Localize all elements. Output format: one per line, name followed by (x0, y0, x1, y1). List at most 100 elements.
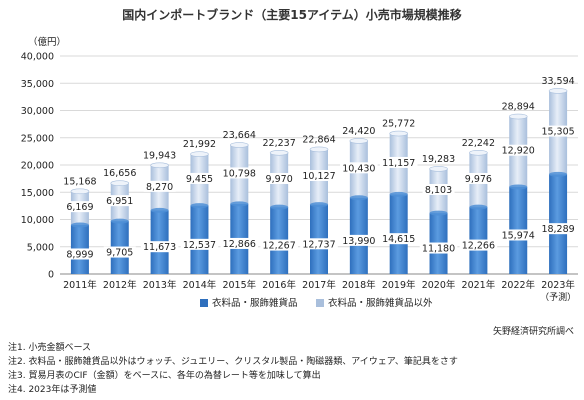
data-label-bg (379, 233, 418, 245)
data-label-bg (140, 241, 179, 253)
data-label-bg (103, 246, 136, 258)
forecast-note: （予測） (540, 291, 576, 303)
x-tick-label: 2011年 (63, 279, 97, 291)
data-label-apparel: 18,289 (541, 224, 574, 235)
x-tick-label: 2017年 (302, 279, 336, 291)
data-label-non-apparel: 8,270 (146, 182, 173, 193)
x-tick-label: 2012年 (103, 279, 137, 291)
bar-mid-cap (509, 184, 528, 190)
data-label-non-apparel: 9,976 (465, 174, 492, 185)
data-label-bg (180, 238, 219, 250)
x-tick-label: 2015年 (222, 279, 256, 291)
x-tick-label: 2016年 (262, 279, 296, 291)
x-tick-label: 2013年 (143, 279, 177, 291)
bar-mid-cap (310, 202, 328, 208)
data-label-bg (499, 229, 538, 241)
source-note: 矢野経済研究所調べ (492, 327, 574, 337)
x-tick-label: 2023年 (541, 279, 575, 291)
x-tick-label: 2019年 (382, 279, 416, 291)
total-label: 24,420 (342, 126, 375, 137)
x-tick-label: 2018年 (342, 279, 376, 291)
bar-top-cap (190, 151, 209, 157)
data-label-non-apparel: 11,157 (382, 158, 415, 169)
footnote-3: 注3. 貿易月表のCIF（金額）をベースに、各年の為替レート等を加味して算出 (8, 371, 321, 381)
legend-label-non-apparel: 衣料品・服飾雑貨品以外 (328, 297, 433, 309)
total-label: 33,594 (541, 76, 574, 87)
data-label-bg (263, 172, 296, 184)
data-label-bg (103, 195, 136, 207)
data-label-bg (220, 167, 259, 179)
total-label: 22,864 (302, 134, 335, 145)
y-tick-label: 40,000 (21, 52, 54, 63)
total-label: 22,237 (263, 138, 296, 149)
legend-swatch-apparel (200, 299, 208, 307)
data-label-non-apparel: 6,169 (66, 202, 93, 213)
data-label-apparel: 8,999 (66, 249, 93, 260)
bar-mid-cap (70, 222, 89, 228)
bar-top-cap (429, 166, 448, 172)
total-label: 16,656 (103, 168, 136, 179)
data-label-apparel: 12,737 (302, 239, 335, 250)
bar-top-cap (70, 188, 90, 195)
data-label-apparel: 12,266 (462, 241, 495, 252)
bar-mid-cap (230, 201, 249, 207)
legend-label-apparel: 衣料品・服飾雑貨品 (212, 297, 298, 309)
data-label-apparel: 11,180 (422, 244, 455, 255)
y-tick-label: 15,000 (21, 188, 54, 199)
data-label-bg (143, 180, 176, 192)
bar-mid-cap (389, 191, 408, 197)
y-tick-label: 30,000 (21, 106, 54, 117)
bar-mid-cap (270, 204, 289, 210)
data-label-bg (340, 234, 378, 246)
data-label-bg (539, 223, 577, 235)
data-label-bg (183, 172, 216, 184)
data-label-non-apparel: 9,970 (266, 174, 293, 185)
y-tick-label: 20,000 (21, 161, 54, 172)
bar-mid-cap (349, 195, 368, 201)
y-tick-label: 25,000 (21, 133, 54, 144)
data-label-bg (340, 162, 378, 174)
total-label: 21,992 (183, 139, 216, 150)
bar-top-cap (349, 138, 369, 144)
bar-mid-cap (469, 204, 488, 210)
data-label-non-apparel: 12,920 (502, 146, 535, 157)
y-axis-label: （億円） (28, 36, 66, 48)
bar-mid-cap (429, 210, 448, 216)
data-label-bg (260, 239, 298, 251)
bar-mid-cap (150, 207, 169, 213)
bar-mid-cap (549, 171, 568, 177)
data-label-bg (220, 237, 259, 249)
bar-top-cap (508, 113, 528, 120)
data-label-non-apparel: 10,430 (342, 163, 375, 174)
data-label-bg (539, 125, 577, 137)
chart-title: 国内インポートブランド（主要15アイテム）小売市場規模推移 (122, 8, 462, 22)
x-tick-label: 2021年 (462, 279, 496, 291)
data-label-bg (419, 242, 458, 254)
total-label: 23,664 (223, 130, 256, 141)
data-label-bg (63, 201, 96, 213)
data-label-non-apparel: 9,455 (186, 174, 213, 185)
data-label-apparel: 14,615 (382, 234, 415, 245)
bar-mid-cap (110, 218, 129, 224)
bar-top-cap (389, 130, 408, 137)
bar-mid-cap (190, 203, 209, 209)
data-label-non-apparel: 8,103 (425, 185, 452, 196)
legend-swatch-non-apparel (316, 299, 324, 307)
data-label-bg (300, 169, 338, 181)
data-label-apparel: 12,537 (183, 240, 216, 251)
data-label-apparel: 15,974 (502, 230, 535, 241)
total-label: 15,168 (63, 176, 96, 187)
bar-top-cap (269, 150, 289, 156)
x-tick-label: 2020年 (422, 279, 456, 291)
data-label-bg (462, 172, 495, 184)
data-label-apparel: 12,866 (223, 239, 256, 250)
data-label-bg (63, 248, 96, 260)
footnote-1: 注1. 小売金額ベース (8, 343, 91, 353)
data-label-non-apparel: 6,951 (106, 196, 133, 207)
total-label: 22,242 (462, 138, 495, 149)
data-label-non-apparel: 10,127 (302, 171, 335, 182)
y-tick-label: 10,000 (21, 215, 54, 226)
total-label: 25,772 (382, 119, 415, 130)
bar-top-cap (469, 149, 488, 156)
